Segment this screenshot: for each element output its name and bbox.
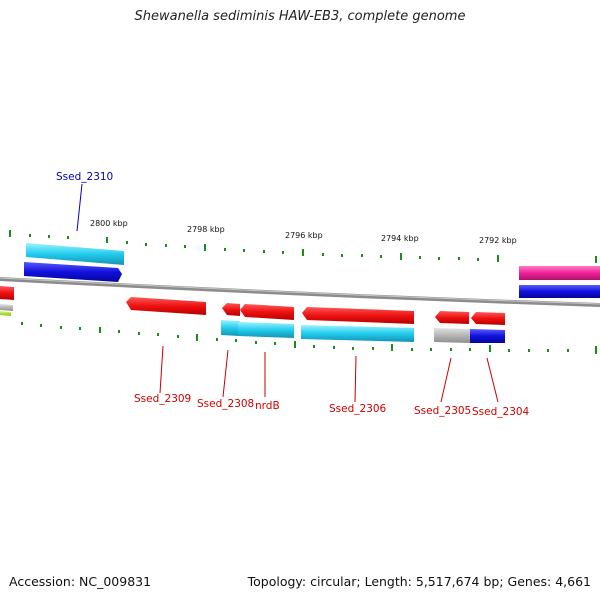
genome-backbone [0, 277, 600, 307]
upper-tick-scale [9, 230, 597, 263]
gene-ssed-2305-gray-feature[interactable] [434, 328, 470, 343]
gene-label-ssed-2304[interactable]: Ssed_2304 [472, 406, 530, 418]
gene-ssed-2304-feature[interactable] [471, 312, 505, 325]
leader-ssed-2306 [354, 355, 357, 403]
gene-ssed-2305-feature[interactable] [435, 311, 469, 324]
tick-label-2800: 2800 kbp [90, 219, 128, 228]
gene-nrdb-cyan-feature[interactable] [238, 322, 294, 338]
gene-ssed-2308-cyan-feature[interactable] [221, 320, 240, 336]
tick-label-2796: 2796 kbp [285, 231, 323, 240]
leader-ssed-2309 [159, 345, 164, 394]
gene-ssed-2304-blue-feature[interactable] [470, 329, 505, 343]
leader-ssed-2310 [76, 183, 83, 232]
gene-label-ssed-2310[interactable]: Ssed_2310 [56, 171, 113, 183]
gene-left-edge-red-feature[interactable] [0, 286, 14, 300]
gene-magenta-feature[interactable] [519, 266, 600, 280]
leader-ssed-2305 [440, 357, 452, 403]
gene-blue-right-feature[interactable] [519, 285, 600, 298]
gene-ssed-2308-feature[interactable] [222, 303, 240, 316]
genome-summary-text: Topology: circular; Length: 5,517,674 bp… [247, 574, 591, 589]
genome-title: Shewanella sediminis HAW-EB3, complete g… [134, 9, 466, 24]
gene-ssed-2310-cyan-feature[interactable] [26, 243, 124, 265]
gene-label-ssed-2305[interactable]: Ssed_2305 [414, 405, 471, 417]
tick-label-2798: 2798 kbp [187, 225, 225, 234]
tick-label-2794: 2794 kbp [381, 234, 419, 243]
leader-ssed-2308 [222, 349, 229, 398]
gene-nrdb-feature[interactable] [240, 304, 294, 320]
gene-ssed-2306-feature[interactable] [302, 307, 414, 324]
gene-ssed-2310-blue-feature[interactable] [24, 262, 122, 282]
gene-left-edge-gray-feature[interactable] [0, 304, 13, 311]
gene-label-nrdb[interactable]: nrdB [255, 400, 280, 412]
gene-ssed-2309-feature[interactable] [126, 297, 206, 315]
gene-left-edge-lime-feature[interactable] [0, 311, 11, 316]
gene-label-ssed-2309[interactable]: Ssed_2309 [134, 393, 191, 405]
lower-tick-scale [21, 322, 597, 354]
gene-label-ssed-2308[interactable]: Ssed_2308 [197, 398, 254, 410]
accession-text: Accession: NC_009831 [9, 574, 152, 589]
gene-ssed-2306-cyan-feature[interactable] [301, 325, 414, 342]
leader-ssed-2304 [486, 357, 499, 403]
genome-backbone-highlight [0, 277, 600, 305]
tick-label-2792: 2792 kbp [479, 236, 517, 245]
gene-label-ssed-2306[interactable]: Ssed_2306 [329, 403, 387, 415]
